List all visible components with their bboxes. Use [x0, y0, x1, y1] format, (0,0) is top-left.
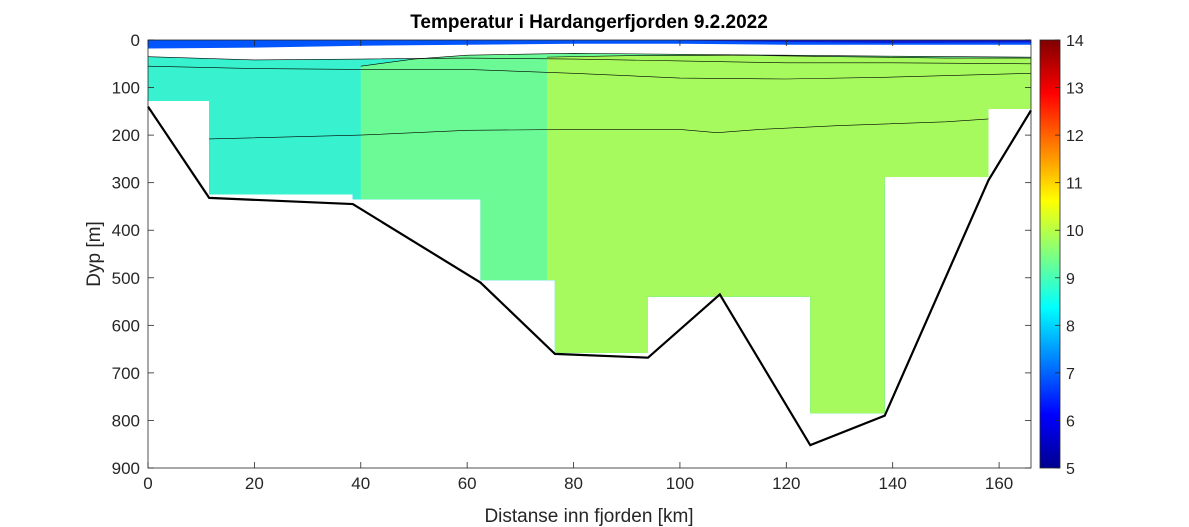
temperature-layers — [148, 40, 1031, 414]
x-tick-label: 120 — [772, 474, 800, 493]
colorbar-frame — [1039, 39, 1061, 469]
bathymetry-line — [147, 105, 1032, 447]
temperature-layer-5 — [148, 40, 1031, 49]
contour-lines — [148, 53, 1031, 140]
x-tick-label: 100 — [666, 474, 694, 493]
x-axis-label: Distanse inn fjorden [km] — [484, 506, 693, 527]
y-tick-label: 600 — [112, 316, 140, 335]
colorbar-tick-label: 13 — [1066, 81, 1084, 98]
y-tick-label: 100 — [112, 79, 140, 98]
colorbar-tick-label: 14 — [1066, 33, 1084, 50]
colorbar-tick-label: 6 — [1066, 413, 1075, 430]
colorbar-tick-label: 9 — [1066, 271, 1075, 288]
y-tick-label: 400 — [112, 221, 140, 240]
y-tick-label: 700 — [112, 364, 140, 383]
y-tick-label: 0 — [131, 31, 140, 50]
x-axis-ticks: 0 20 40 60 80 100 120 140 160 — [143, 40, 1013, 493]
colorbar-tick-label: 8 — [1066, 318, 1075, 335]
colorbar-tick-label: 12 — [1066, 128, 1084, 145]
temperature-layer-4 — [546, 55, 1031, 414]
y-tick-label: 200 — [112, 126, 140, 145]
contour-line-0 — [148, 100, 1031, 140]
x-tick-label: 0 — [143, 474, 152, 493]
colorbar-tick-label: 10 — [1066, 223, 1084, 240]
x-tick-label: 40 — [351, 474, 370, 493]
contour-line-2 — [148, 56, 1031, 65]
contour-line-3 — [360, 53, 1031, 67]
temperature-layer-6 — [679, 40, 1031, 43]
y-tick-label: 900 — [112, 459, 140, 478]
plot-frame — [147, 39, 1032, 469]
y-tick-label: 300 — [112, 174, 140, 193]
x-tick-label: 140 — [879, 474, 907, 493]
colorbar: 5 6 7 8 9 10 11 12 13 14 — [1039, 33, 1084, 478]
contour-line-4 — [546, 54, 1031, 59]
x-tick-label: 80 — [564, 474, 583, 493]
y-axis-label: Dyp [m] — [84, 221, 105, 286]
colorbar-tick-label: 5 — [1066, 461, 1075, 478]
colorbar-tick-label: 7 — [1066, 366, 1075, 383]
x-tick-label: 160 — [985, 474, 1013, 493]
x-tick-label: 20 — [245, 474, 264, 493]
colorbar-ticks: 5 6 7 8 9 10 11 12 13 14 — [1055, 33, 1084, 478]
colorbar-tick-label: 11 — [1066, 176, 1083, 193]
y-axis-ticks: 0 100 200 300 400 500 600 700 800 900 — [112, 31, 1031, 478]
plot-area — [148, 40, 1031, 414]
colorbar-gradient — [1040, 40, 1060, 468]
chart-title: Temperatur i Hardangerfjorden 9.2.2022 — [410, 12, 768, 33]
x-tick-label: 60 — [458, 474, 477, 493]
y-tick-label: 500 — [112, 269, 140, 288]
contour-line-1 — [148, 65, 1031, 80]
y-tick-label: 800 — [112, 411, 140, 430]
